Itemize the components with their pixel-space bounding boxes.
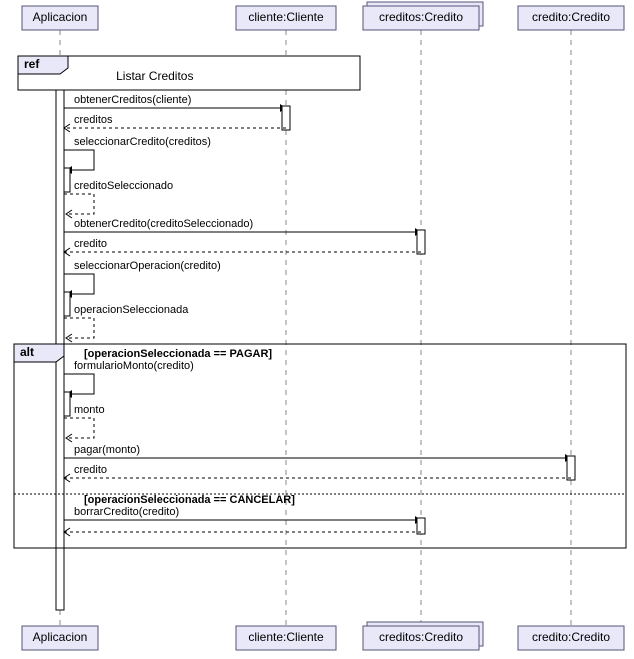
message-label: monto — [74, 404, 105, 416]
participant-label-app: Aplicacion — [33, 630, 88, 644]
participant-label-credito: credito:Credito — [532, 10, 610, 24]
participant-label-credito: credito:Credito — [532, 630, 610, 644]
ref-label: ref — [24, 57, 40, 71]
participant-label-creditos: creditos:Credito — [379, 10, 463, 24]
message-label: credito — [74, 238, 107, 250]
activation-app-nested — [64, 168, 70, 192]
message-label: seleccionarOperacion(credito) — [74, 260, 221, 272]
message-label: creditos — [74, 114, 113, 126]
ref-title: Listar Creditos — [116, 69, 193, 83]
activation-cliente — [282, 106, 290, 130]
message-label: borrarCredito(credito) — [74, 506, 179, 518]
participant-label-cliente: cliente:Cliente — [248, 10, 324, 24]
alt-guard: [operacionSeleccionada == CANCELAR] — [84, 494, 295, 506]
self-message — [64, 318, 94, 338]
self-message — [64, 418, 94, 438]
alt-guard: [operacionSeleccionada == PAGAR] — [84, 348, 272, 360]
message-label: formularioMonto(credito) — [74, 360, 194, 372]
self-message — [64, 150, 94, 170]
self-message — [64, 194, 94, 214]
message-label: seleccionarCredito(creditos) — [74, 136, 211, 148]
activation-app-nested — [64, 392, 70, 416]
message-label: credito — [74, 464, 107, 476]
message-label: obtenerCredito(creditoSeleccionado) — [74, 218, 253, 230]
participant-label-cliente: cliente:Cliente — [248, 630, 324, 644]
alt-label: alt — [20, 345, 34, 359]
message-label: creditoSeleccionado — [74, 180, 173, 192]
message-label: operacionSeleccionada — [74, 304, 189, 316]
activation-creditos — [417, 230, 425, 254]
self-message — [64, 374, 94, 394]
message-label: obtenerCreditos(cliente) — [74, 94, 191, 106]
participant-label-app: Aplicacion — [33, 10, 88, 24]
message-label: pagar(monto) — [74, 444, 140, 456]
activation-app-nested — [64, 292, 70, 316]
participant-label-creditos: creditos:Credito — [379, 630, 463, 644]
activation-credito — [567, 456, 575, 480]
self-message — [64, 274, 94, 294]
